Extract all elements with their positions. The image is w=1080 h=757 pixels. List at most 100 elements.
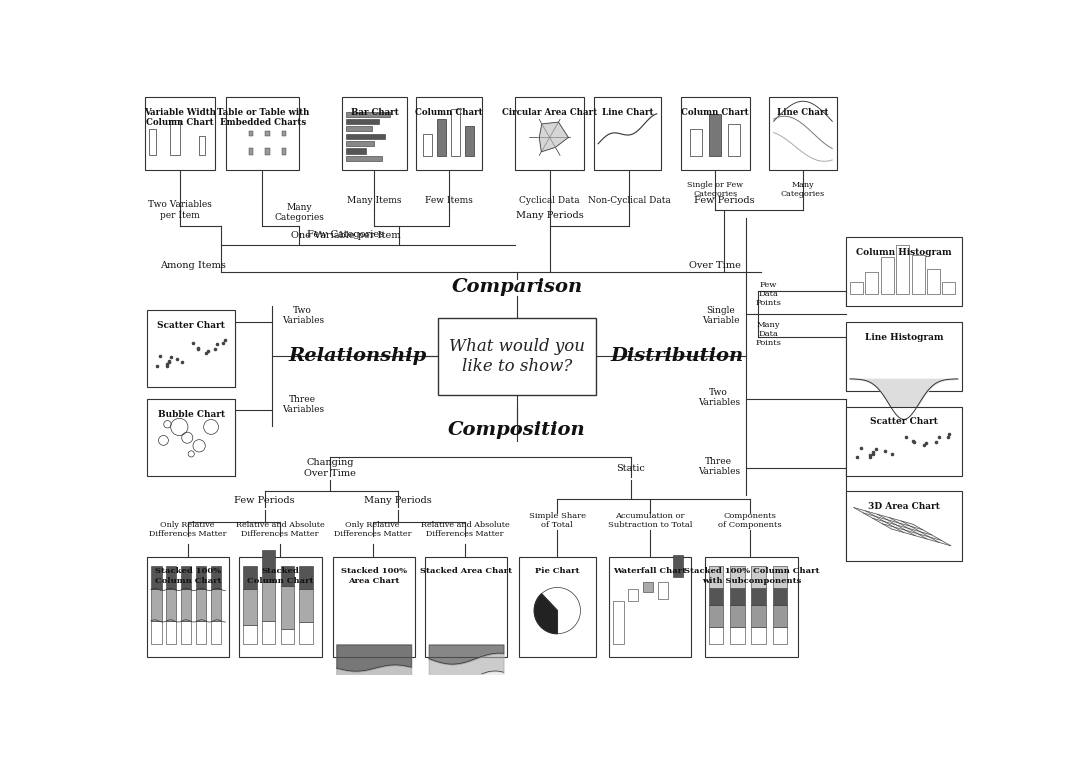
Text: Column Chart: Column Chart <box>416 107 483 117</box>
Bar <box>465 126 474 156</box>
Bar <box>943 282 956 294</box>
Bar <box>437 119 446 156</box>
Text: Table or Table with
Embedded Charts: Table or Table with Embedded Charts <box>217 107 309 127</box>
Bar <box>658 581 669 599</box>
Bar <box>281 586 294 629</box>
Bar <box>710 628 724 644</box>
Bar <box>346 148 366 154</box>
Bar <box>151 590 162 621</box>
Bar <box>752 588 766 605</box>
Bar <box>195 566 206 590</box>
Bar <box>772 628 787 644</box>
Bar <box>643 582 653 592</box>
Text: Many Periods: Many Periods <box>516 211 583 220</box>
Text: Cyclical Data: Cyclical Data <box>519 195 580 204</box>
Point <box>905 436 922 448</box>
Text: Stacked 100%
Area Chart: Stacked 100% Area Chart <box>340 568 407 584</box>
Text: Two
Variables: Two Variables <box>282 306 324 326</box>
Bar <box>281 629 294 644</box>
Text: Bar Chart: Bar Chart <box>351 107 399 117</box>
Point <box>916 439 933 451</box>
Bar <box>170 120 180 154</box>
Bar <box>846 237 961 307</box>
Bar <box>261 621 275 644</box>
Point <box>883 447 901 459</box>
Bar <box>346 134 384 139</box>
Bar <box>147 556 229 657</box>
Bar <box>346 119 379 124</box>
Bar <box>243 590 257 625</box>
Text: Two Variables
per Item: Two Variables per Item <box>148 201 212 220</box>
Bar <box>299 566 312 590</box>
Point <box>864 447 881 459</box>
Bar <box>518 556 596 657</box>
Bar <box>705 556 798 657</box>
Bar <box>627 590 638 601</box>
Bar <box>769 97 837 170</box>
Bar <box>417 97 482 170</box>
Bar <box>147 399 235 476</box>
Point <box>941 428 958 440</box>
Bar <box>211 566 221 590</box>
Text: Simple Share
of Total: Simple Share of Total <box>529 512 585 529</box>
Bar <box>730 566 744 588</box>
Bar <box>333 556 415 657</box>
Bar <box>752 628 766 644</box>
Bar <box>346 141 374 146</box>
Text: Many Items: Many Items <box>347 195 402 204</box>
Point <box>897 431 915 443</box>
Bar <box>266 148 270 154</box>
Text: Waterfall Chart: Waterfall Chart <box>613 568 687 575</box>
Text: Comparison: Comparison <box>451 278 582 296</box>
Bar <box>438 318 596 395</box>
Point <box>862 451 879 463</box>
Bar <box>728 123 740 156</box>
Text: Few Periods: Few Periods <box>234 496 295 505</box>
Text: Many
Data
Points: Many Data Points <box>755 321 781 347</box>
Text: Scatter Chart: Scatter Chart <box>869 417 937 426</box>
Text: Changing
Over Time: Changing Over Time <box>305 459 356 478</box>
Bar <box>346 156 382 161</box>
Bar <box>772 588 787 605</box>
Point <box>867 443 885 455</box>
Point <box>849 450 866 463</box>
Bar <box>346 111 390 117</box>
Bar <box>846 407 961 476</box>
Text: Stacked
Column Chart: Stacked Column Chart <box>247 568 314 584</box>
Bar <box>299 590 312 622</box>
Bar <box>612 601 623 644</box>
Bar <box>341 97 407 170</box>
Bar <box>423 134 432 156</box>
Text: Circular Area Chart: Circular Area Chart <box>502 107 597 117</box>
Text: Components
of Components: Components of Components <box>718 512 782 529</box>
Bar <box>266 131 270 136</box>
Bar <box>594 97 661 170</box>
Bar <box>165 590 176 621</box>
Text: Single
Variable: Single Variable <box>702 306 740 326</box>
Text: Few Categories: Few Categories <box>307 229 384 238</box>
Bar <box>261 550 275 581</box>
Bar <box>710 588 724 605</box>
Bar <box>180 590 191 621</box>
Bar <box>299 622 312 644</box>
Bar <box>243 625 257 644</box>
Polygon shape <box>541 587 580 634</box>
Text: Over Time: Over Time <box>689 261 741 270</box>
Bar <box>451 109 460 156</box>
Point <box>199 344 216 357</box>
Point <box>168 354 186 366</box>
Point <box>852 442 869 454</box>
Text: Stacked 100%
Column Chart: Stacked 100% Column Chart <box>154 568 221 584</box>
Bar <box>147 310 235 388</box>
Point <box>862 449 879 461</box>
Text: Only Relative
Differences Matter: Only Relative Differences Matter <box>149 521 227 538</box>
Text: Scatter Chart: Scatter Chart <box>158 321 225 330</box>
Bar <box>912 254 924 294</box>
Bar <box>248 131 253 136</box>
Bar <box>846 322 961 391</box>
Text: Stacked Area Chart: Stacked Area Chart <box>420 568 512 575</box>
Text: Line Chart: Line Chart <box>602 107 653 117</box>
Bar <box>680 97 750 170</box>
Point <box>185 337 202 349</box>
Bar <box>243 566 257 590</box>
